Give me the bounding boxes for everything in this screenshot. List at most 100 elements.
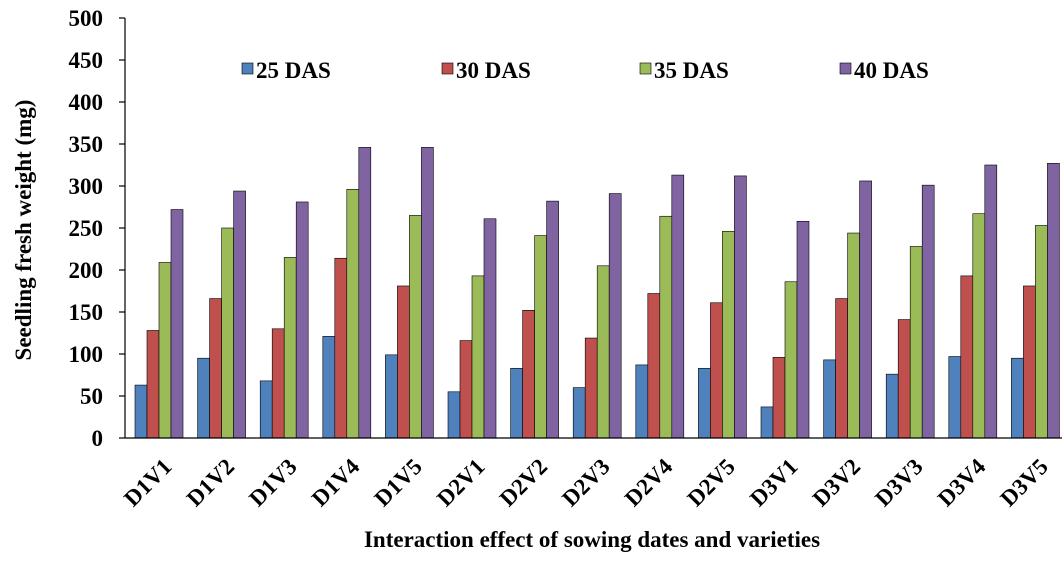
x-tick-label: D1V5: [369, 454, 426, 511]
bar-d1v3-series-4: [295, 201, 309, 439]
y-tick-label: 250: [69, 216, 104, 241]
x-tick-label: D2V1: [432, 454, 489, 511]
bar-d3v5-series-1: [1011, 357, 1024, 439]
bar-d2v4-series-3: [659, 215, 673, 439]
y-tick-label: 350: [69, 132, 104, 157]
y-axis-title: Seedling fresh weight (mg): [11, 100, 36, 361]
bar-d1v5-series-1: [385, 354, 398, 439]
bar-d1v2-series-1: [197, 357, 210, 439]
bar-d2v1-series-2: [459, 340, 473, 439]
bar-d3v2-series-1: [823, 359, 836, 439]
bar-d2v4-series-4: [671, 174, 685, 439]
bar-d1v3-series-2: [271, 328, 285, 439]
bar-d2v5-series-4: [734, 175, 747, 439]
legend-swatch: [241, 62, 254, 75]
bar-d2v1-series-1: [447, 391, 461, 439]
bar-d2v2-series-1: [510, 367, 523, 439]
bar-d3v2-series-3: [847, 232, 860, 439]
bar-d2v2-series-4: [546, 200, 559, 439]
y-tick-label: 0: [92, 426, 104, 451]
y-axis: 0 50 100 150 200 250 300 350 400 450 500: [69, 6, 126, 451]
y-tick-label: 400: [69, 90, 104, 115]
bar-d2v4-series-2: [647, 293, 661, 439]
bar-d2v1-series-4: [483, 218, 497, 439]
bar-d3v5-series-3: [1035, 225, 1048, 439]
x-tick-label: D1V2: [182, 454, 239, 511]
legend-swatch: [639, 62, 652, 75]
bar-d3v5-series-4: [1047, 163, 1060, 439]
bar-d1v5-series-2: [397, 285, 410, 439]
bar-d2v1-series-3: [471, 275, 485, 439]
x-axis-title: Interaction effect of sowing dates and v…: [364, 527, 820, 552]
x-tick-label: D3V5: [995, 454, 1052, 511]
x-tick-label: D1V3: [244, 454, 301, 511]
bar-d2v2-series-2: [522, 310, 535, 439]
bar-d3v2-series-2: [835, 298, 848, 439]
bar-d1v3-series-1: [259, 380, 273, 439]
bar-d1v1-series-2: [146, 330, 160, 439]
x-tick-label: D3V3: [870, 454, 927, 511]
x-tick-label: D2V5: [682, 454, 739, 511]
bar-d3v4-series-1: [948, 356, 962, 439]
legend-label: 25 DAS: [256, 58, 331, 83]
bar-d2v3-series-4: [608, 193, 622, 439]
x-tick-label: D2V2: [495, 454, 552, 511]
x-tick-label: D1V1: [119, 454, 176, 511]
bar-d2v5-series-3: [722, 231, 735, 439]
bar-d1v1-series-4: [170, 209, 184, 439]
y-tick-label: 150: [69, 300, 104, 325]
x-tick-label: D3V1: [745, 454, 802, 511]
bar-d1v1-series-1: [134, 384, 148, 439]
legend-swatch: [441, 62, 454, 75]
bar-d3v4-series-2: [960, 275, 974, 439]
bar-d1v2-series-2: [209, 298, 222, 439]
legend-label: 30 DAS: [456, 58, 531, 83]
x-tick-label: D1V4: [307, 454, 365, 512]
bar-d3v1-series-1: [760, 406, 774, 439]
bar-d1v1-series-3: [158, 262, 172, 439]
legend-swatch: [839, 62, 852, 75]
bar-d2v3-series-3: [596, 265, 610, 439]
legend-label: 40 DAS: [854, 58, 929, 83]
x-tick-label: D2V4: [620, 454, 678, 512]
y-tick-label: 200: [69, 258, 104, 283]
x-tick-label: D3V2: [808, 454, 865, 511]
bar-d3v1-series-4: [796, 220, 810, 439]
bar-d3v3-series-3: [909, 246, 923, 439]
bar-d1v3-series-3: [283, 257, 297, 439]
x-tick-label: D3V4: [933, 454, 991, 512]
legend: 25 DAS 30 DAS 35 DAS 40 DAS: [241, 58, 929, 83]
bar-d1v5-series-3: [409, 215, 422, 439]
y-tick-label: 50: [80, 384, 103, 409]
bars: [134, 147, 1060, 439]
legend-label: 35 DAS: [654, 58, 729, 83]
bar-d1v4-series-4: [358, 147, 372, 439]
y-tick-label: 300: [69, 174, 104, 199]
bar-d1v5-series-4: [421, 147, 434, 439]
y-tick-label: 100: [69, 342, 104, 367]
x-tick-label: D2V3: [557, 454, 614, 511]
y-tick-label: 450: [69, 48, 104, 73]
bar-d3v3-series-1: [885, 373, 899, 439]
bar-d2v4-series-1: [635, 364, 649, 439]
bar-d1v2-series-3: [221, 227, 234, 439]
bar-d2v3-series-2: [584, 337, 598, 439]
bar-d3v5-series-2: [1023, 285, 1036, 439]
bar-d3v4-series-3: [972, 213, 986, 439]
bar-d3v1-series-2: [772, 357, 786, 439]
bar-d2v3-series-1: [572, 387, 586, 439]
bar-d1v2-series-4: [233, 190, 246, 439]
bar-d3v3-series-4: [921, 184, 935, 439]
bar-d3v4-series-4: [984, 164, 998, 439]
bar-d3v2-series-4: [859, 180, 872, 439]
bar-d1v4-series-2: [334, 257, 348, 439]
y-tick-label: 500: [69, 6, 104, 31]
bar-d2v2-series-3: [534, 235, 547, 439]
bar-d2v5-series-1: [698, 367, 711, 439]
bar-d1v4-series-1: [322, 336, 336, 439]
x-axis: D1V1 D1V2 D1V3 D1V4 D1V5 D2V1 D2V2 D2V3 D2V4 D2V5…: [119, 437, 1062, 512]
bar-d2v5-series-2: [710, 302, 723, 439]
bar-d1v4-series-3: [346, 189, 360, 439]
bar-d3v3-series-2: [897, 319, 911, 439]
